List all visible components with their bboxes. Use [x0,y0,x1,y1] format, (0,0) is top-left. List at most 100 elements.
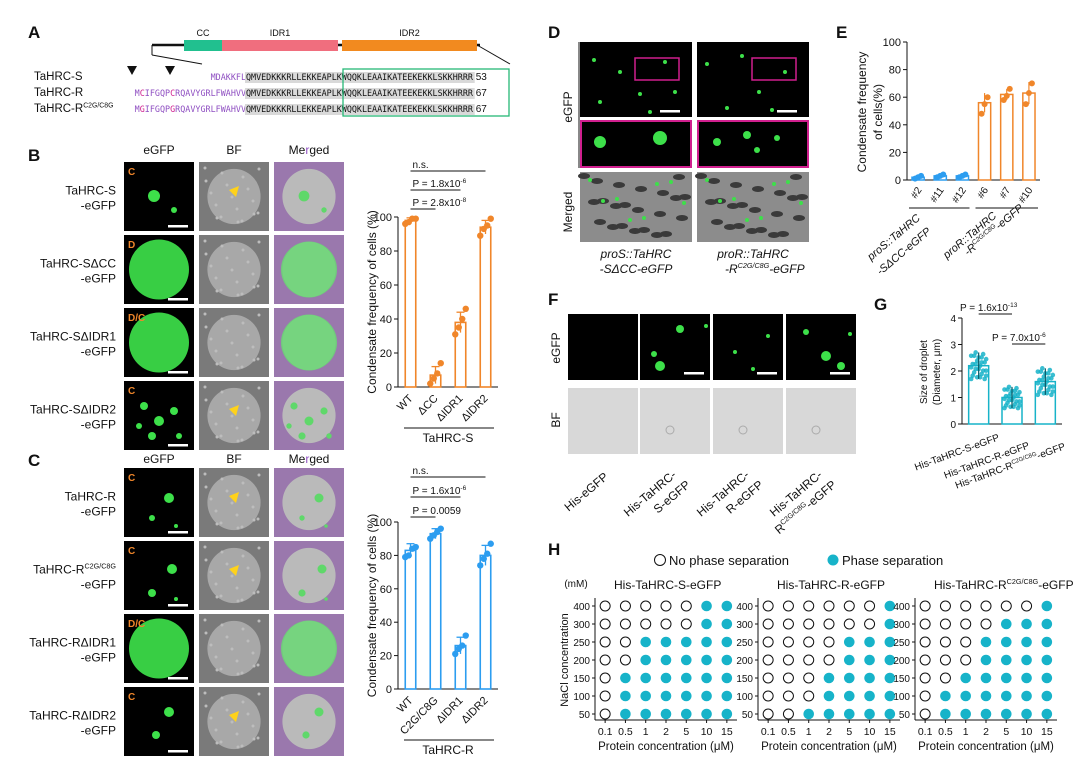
bf-image [199,468,269,537]
domain-label: IDR1 [270,28,291,38]
fluorescent-spot [286,423,292,429]
construct-label: TaHRC-SΔCC [40,257,116,271]
phase-marker-open [960,636,972,648]
phase-marker-open [960,618,972,630]
construct-label: TaHRC-S [65,184,116,198]
texture-patch [679,194,691,200]
x-tick-label: 1 [963,726,969,738]
fluorescent-spot [174,524,178,528]
panel-letter-A: A [28,23,40,42]
y-tick-label: 300 [893,620,910,631]
fluorescent-spot [676,325,684,333]
texture-dot [230,647,234,651]
image-background [124,541,194,610]
texture-patch [594,219,606,225]
legend-filled-marker [827,554,839,566]
data-point [978,110,985,117]
fluorescent-spot [148,589,156,597]
fluorescent-spot [136,423,142,429]
phase-marker-filled [640,708,652,720]
phase-marker-open [919,672,931,684]
stat-label: n.s. [413,160,429,171]
data-point [477,232,484,239]
sequence-name: TaHRC-R [34,87,83,99]
panel-g-chart: 0 1 2 3 4 Size of droplet (Diameter, μm) P = 1.… [913,302,1067,492]
phase-marker-open [939,600,951,612]
texture-dot [236,366,240,370]
texture-dot [219,215,223,219]
egfp-image [568,314,638,380]
egfp-image: C [124,468,194,537]
fluorescent-spot [743,131,751,139]
domain-box-IDR2 [342,40,477,51]
texture-dot [214,349,218,353]
construct-label: TaHRC-R [65,490,117,504]
fluorescent-spot [705,62,709,66]
stat-label: P = 1.6x10-13 [960,302,1018,314]
fluorescent-spot [733,350,737,354]
fluorescent-spot [704,324,708,328]
column-header: BF [226,452,241,466]
phase-marker-filled [701,690,712,702]
phase-marker-filled [843,672,855,684]
image-background [713,314,783,380]
pattern-tag: C [128,386,135,397]
fluorescent-spot [299,515,305,521]
y-axis-title: Condensate frequency of cells (%) [365,514,379,697]
phase-marker-filled [884,618,896,630]
texture-dot [209,410,213,414]
data-point [427,380,434,387]
phase-marker-filled [640,654,652,666]
texture-dot [251,345,255,349]
bar [999,93,1014,181]
data-point [437,525,444,532]
phase-marker-filled [960,672,972,684]
y-tick-label: 400 [893,602,910,613]
construct-label: -eGFP [81,578,116,592]
fluorescent-spot [154,416,164,426]
fluorescent-spot [302,731,310,739]
scale-bar [168,604,188,607]
phase-marker-filled [1000,636,1012,648]
construct-label: TaHRC-SΔIDR2 [30,403,116,417]
bf-image [713,388,783,454]
merged-image [274,614,344,683]
phase-diagram-1: His-TaHRC-S-eGFP 400 300 250 200 150 100 50 0.1 0… [573,578,737,753]
y-axis-title: of cells(%) [871,84,885,140]
phase-marker-filled [940,690,951,702]
texture-patch [578,173,590,179]
phase-marker-open [619,636,631,648]
phase-marker-open [939,618,951,630]
pattern-tag: C [128,167,135,178]
legend-label: Phase separation [842,553,943,568]
fluorescent-spot [628,218,632,222]
texture-dot [220,550,224,554]
x-axis-title: Protein concentration (μM) [761,741,897,753]
texture-patch [790,174,802,180]
phase-marker-filled [660,636,672,648]
phase-marker-filled [1041,600,1053,612]
texture-dot [204,398,208,402]
phase-marker-filled [864,654,875,666]
data-point [1037,377,1042,383]
y-tick-label: 3 [950,341,956,352]
texture-dot [230,574,234,578]
x-tick-label: 5 [683,726,689,738]
phase-marker-filled [1000,654,1012,666]
sequence-residue: K [226,72,232,82]
merged-image [274,687,344,756]
texture-dot [215,435,219,439]
scale-bar [168,444,188,447]
sequence-end: 53 [476,72,488,83]
zoom-line [476,44,511,65]
phase-marker-open [919,690,931,702]
phase-marker-filled [940,708,951,720]
texture-dot [214,203,218,207]
texture-dot [225,489,229,493]
data-point [484,550,491,557]
phase-marker-open [803,672,815,684]
sequence-residue: R [206,104,212,114]
texture-patch [651,232,663,238]
